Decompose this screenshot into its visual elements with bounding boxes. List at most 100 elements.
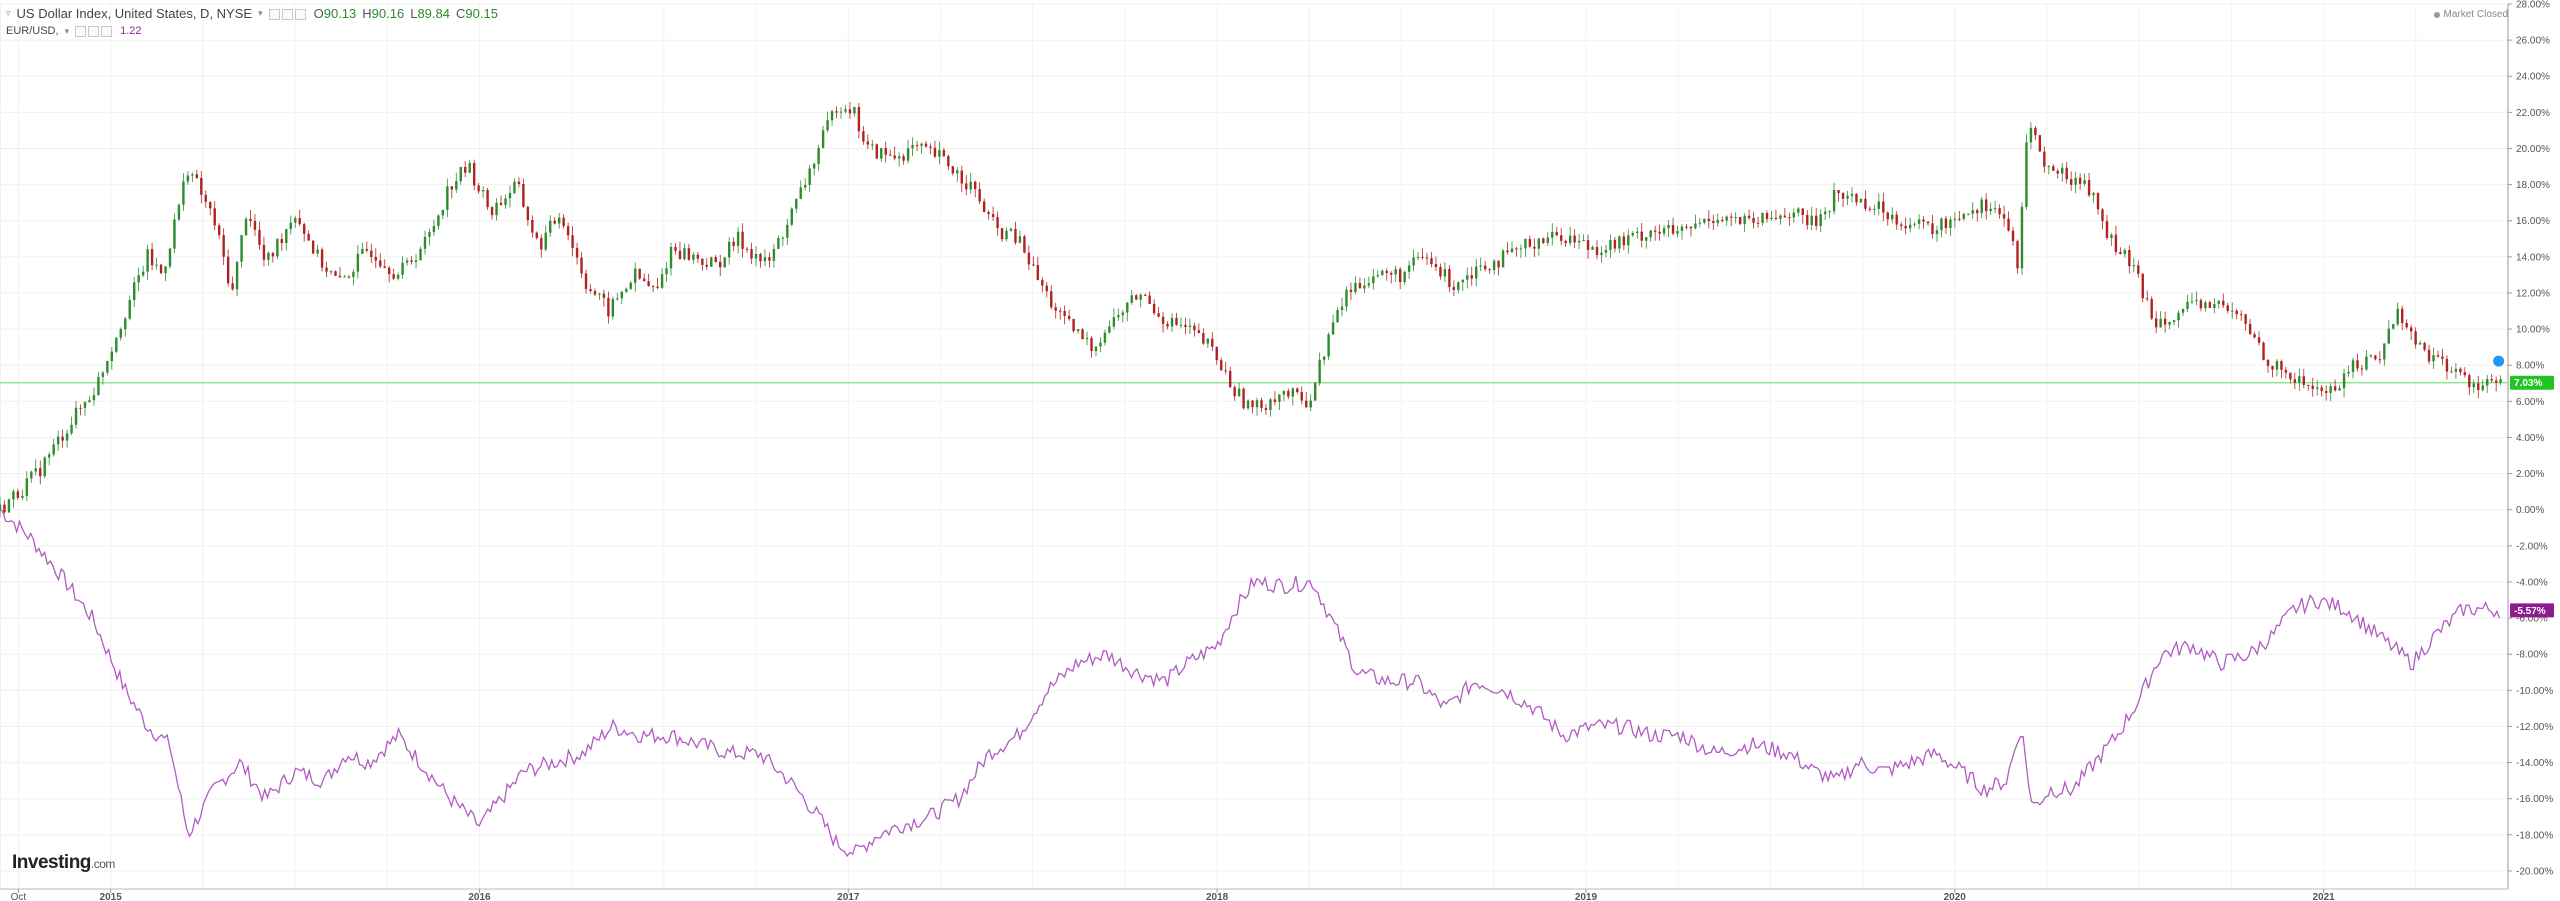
candle-body [1949,219,1952,229]
candle-body [991,214,995,217]
candle-body [1278,394,1281,402]
candle-body [2248,323,2252,335]
candle-body [2069,179,2073,185]
x-tick-label: 2021 [2312,892,2335,901]
candle-body [2307,384,2310,386]
candle-body [1953,218,1957,220]
eye-icon[interactable] [75,25,87,37]
candle-body [1139,294,1142,300]
close-icon[interactable] [101,25,113,37]
candle-body [240,235,243,262]
y-tick-label: -10.00% [2516,686,2553,697]
candle-body [1528,238,1532,247]
candle-body [1600,252,1603,256]
candle-body [2141,273,2144,299]
candle-body [1403,271,1406,283]
candle-body [2244,314,2247,324]
candle-body [1810,215,1813,226]
candle-body [522,183,525,207]
candle-body [1255,400,1259,408]
candle-body [1023,236,1026,253]
candle-body [1309,400,1312,408]
candle-body [2231,310,2234,312]
candle-body [557,217,561,224]
candle-body [772,248,776,261]
chevron-down-icon[interactable]: ▾ [258,8,263,18]
candle-body [1586,240,1590,250]
series2-value: 1.22 [120,25,142,37]
candle-body [83,402,87,408]
x-tick-label: 2015 [100,892,123,901]
candle-body [1542,238,1545,243]
collapse-icon[interactable]: ▿ [6,8,11,18]
candle-body [584,273,588,290]
candle-body [1814,215,1818,227]
candle-body [2078,177,2082,184]
candle-body [2459,368,2462,373]
candle-body [871,144,874,146]
candle-body [182,181,185,205]
candle-body [1908,224,1912,229]
candle-body [1005,230,1008,240]
candle-body [1045,285,1048,292]
candle-body [2494,380,2498,383]
candle-body [1944,218,1948,229]
candle-body [1421,256,1424,258]
chevron-down-icon[interactable]: ▾ [64,25,70,36]
candle-body [213,208,216,226]
close-icon[interactable] [294,9,306,21]
candle-body [43,457,46,477]
candle-body [1291,388,1295,397]
candle-body [1519,248,1523,250]
chart-title: US Dollar Index, United States, D, NYSE [16,6,253,21]
candle-body [835,111,838,113]
candle-body [405,260,409,263]
candle-body [1246,400,1250,409]
candle-body [1407,265,1411,272]
candle-body [1783,215,1787,218]
candle-body [1501,250,1505,268]
candle-body [302,224,306,234]
candle-body [978,189,981,202]
candle-body [495,202,498,216]
candle-body [2087,180,2091,196]
candle-body [2181,308,2185,313]
candle-body [1443,269,1447,277]
gear-icon[interactable] [281,9,293,21]
candle-body [862,131,865,142]
candle-body [1466,275,1469,280]
logo-brand: Investing [12,852,91,873]
candle-body [1891,214,1894,220]
candle-body [826,120,829,131]
candle-body [1595,247,1599,256]
candle-body [1967,213,1970,215]
series2-name: EUR/USD, [6,25,59,37]
candle-body [531,219,534,233]
eye-icon[interactable] [268,9,280,21]
y-tick-label: -4.00% [2516,577,2548,588]
candle-body [1962,213,1966,219]
series2-controls [75,25,114,37]
candle-body [2392,324,2395,329]
candle-body [566,226,570,236]
last-value-badge-eurusd: -5.57% [2514,606,2546,617]
y-tick-label: -8.00% [2516,650,2548,661]
candle-body [464,166,467,173]
candle-body [1797,208,1800,213]
candle-body [2047,166,2051,168]
candle-body [1260,400,1263,409]
candle-body [960,170,963,184]
candle-body [2132,265,2136,267]
ohlc-readout: O90.13 H90.16 L89.84 C90.15 [314,6,504,21]
candle-body [320,249,324,268]
candle-body [115,337,118,352]
y-tick-label: 8.00% [2516,361,2544,372]
gear-icon[interactable] [88,25,100,37]
y-tick-label: 20.00% [2516,144,2550,155]
candle-body [2038,135,2042,152]
candle-body [2293,379,2297,383]
candle-body [1788,217,1791,219]
candle-body [2324,391,2328,393]
candle-body [1832,190,1836,212]
